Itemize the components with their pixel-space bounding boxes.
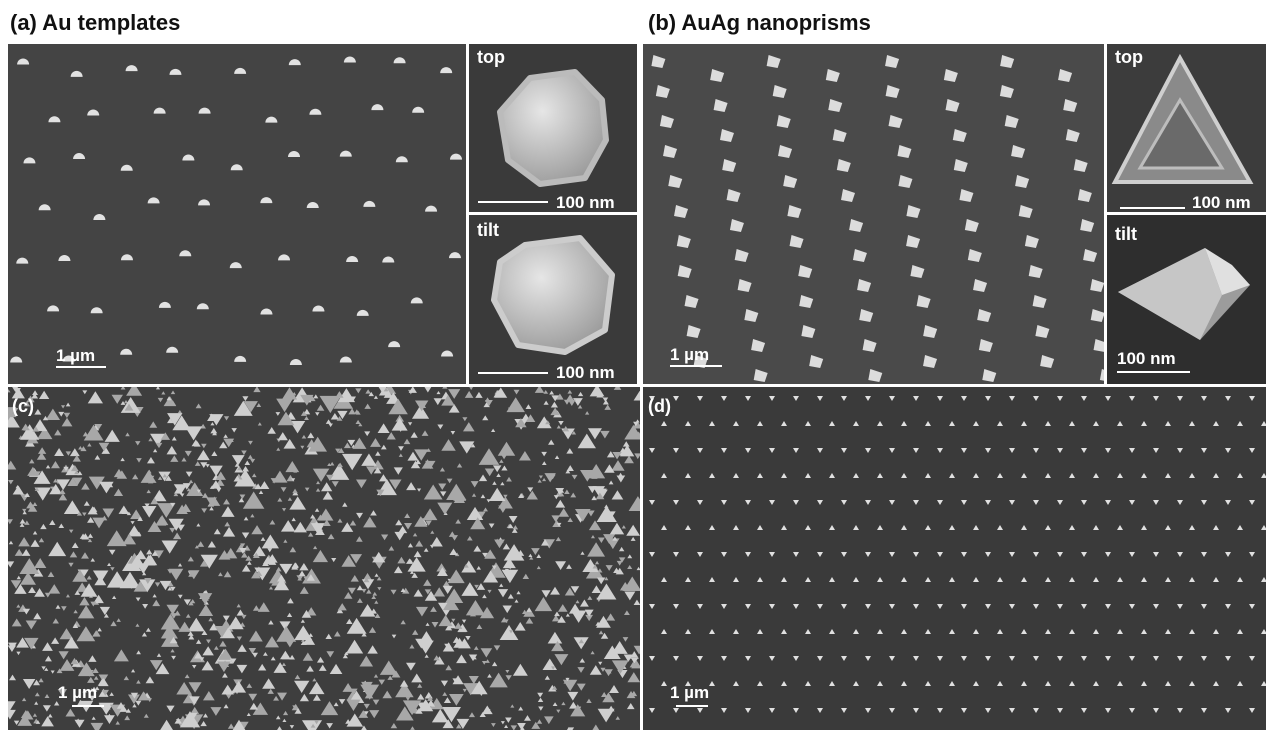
inset-label: tilt <box>1115 224 1137 244</box>
scale-label: 1 µm <box>670 683 709 702</box>
panel-title: (a) Au templates <box>10 10 180 35</box>
sem-image <box>8 44 466 384</box>
scale-label: 1 µm <box>56 346 95 365</box>
page: (a) Au templates (b) AuAg nanoprisms top… <box>0 0 1266 730</box>
scale-label: 100 nm <box>556 193 615 212</box>
inset-label: top <box>1115 47 1143 67</box>
scale-label: 100 nm <box>556 363 615 382</box>
scale-label: 1 µm <box>58 683 97 702</box>
panel-label: (c) <box>12 396 34 416</box>
scale-label: 1 µm <box>670 345 709 364</box>
particle <box>442 384 447 388</box>
particle <box>1094 339 1108 352</box>
inset-label: tilt <box>477 220 499 240</box>
sem-image <box>643 44 1104 384</box>
inset-label: top <box>477 47 505 67</box>
particle-tilt-view <box>494 238 612 352</box>
sem-image <box>643 387 1266 730</box>
scale-label: 100 nm <box>1117 349 1176 368</box>
figure: (a) Au templates (b) AuAg nanoprisms top… <box>0 0 1266 730</box>
panel-title: (b) AuAg nanoprisms <box>648 10 871 35</box>
panel-label: (d) <box>648 396 671 416</box>
particle <box>614 384 622 390</box>
scale-label: 100 nm <box>1192 193 1251 212</box>
